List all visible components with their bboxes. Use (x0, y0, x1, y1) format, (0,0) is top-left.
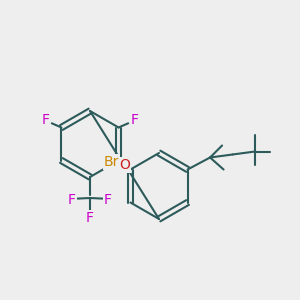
Text: O: O (119, 158, 130, 172)
Text: F: F (41, 113, 50, 127)
Text: Br: Br (104, 155, 119, 169)
Text: F: F (130, 113, 139, 127)
Text: F: F (86, 211, 94, 224)
Text: F: F (104, 193, 112, 206)
Text: F: F (68, 193, 76, 206)
